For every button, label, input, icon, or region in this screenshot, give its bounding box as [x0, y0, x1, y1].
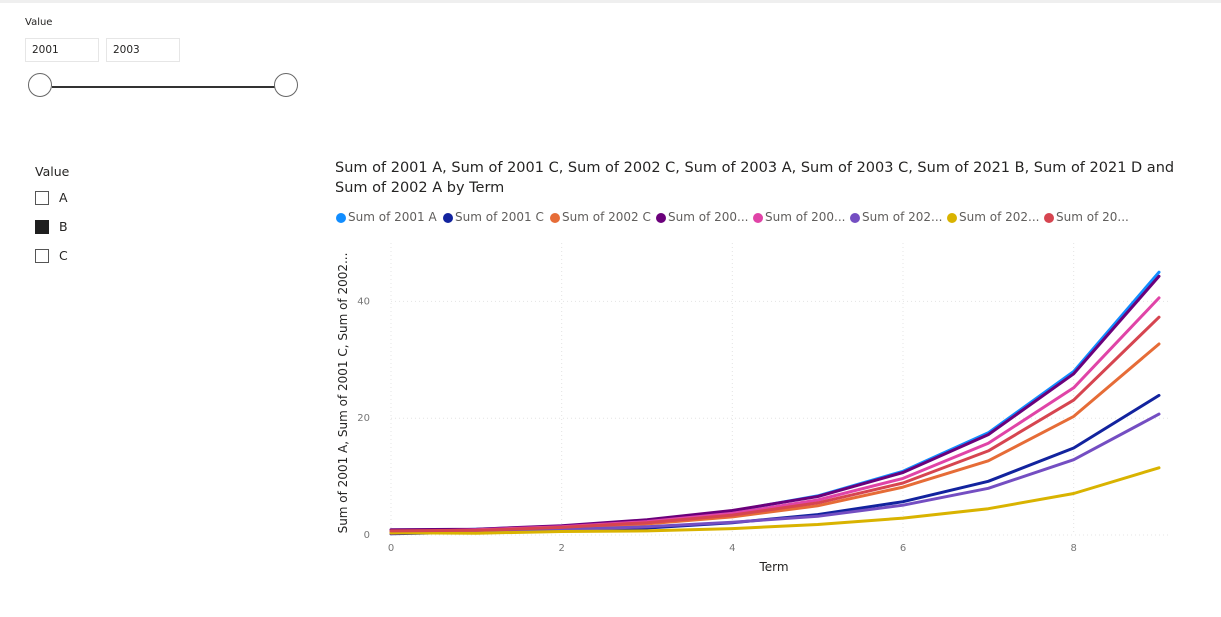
legend-label: Sum of 2002 C — [562, 210, 651, 224]
range-slider-end-handle[interactable] — [274, 73, 298, 97]
slicer-item-label: B — [59, 219, 68, 234]
top-border — [0, 0, 1221, 3]
legend-label: Sum of 20... — [1056, 210, 1129, 224]
legend-marker — [336, 213, 346, 223]
checkbox-a[interactable] — [35, 191, 49, 205]
list-slicer-title: Value — [35, 164, 70, 179]
legend-label: Sum of 200... — [765, 210, 846, 224]
series-line-sum-of-2021-d[interactable] — [389, 466, 1161, 535]
legend-marker — [753, 213, 763, 223]
x-tick-label: 8 — [1070, 543, 1076, 554]
series-line-sum-of-2001-a[interactable] — [389, 270, 1161, 533]
range-slider-track[interactable] — [52, 86, 276, 88]
legend-label: Sum of 202... — [862, 210, 943, 224]
legend-marker — [550, 213, 560, 223]
series-line-sum-of-2021-b[interactable] — [389, 412, 1161, 535]
legend-marker — [443, 213, 453, 223]
checkbox-c[interactable] — [35, 249, 49, 263]
slicer-item-label: A — [59, 190, 68, 205]
x-tick-label: 0 — [388, 543, 394, 554]
series-line-sum-of-2003-c[interactable] — [389, 296, 1161, 534]
x-tick-label: 4 — [729, 543, 735, 554]
legend-label: Sum of 2001 A — [348, 210, 437, 224]
range-from-input[interactable]: 2001 — [25, 38, 99, 62]
x-axis-title: Term — [758, 560, 788, 574]
series-lines — [389, 270, 1161, 536]
legend-marker — [656, 213, 666, 223]
range-slicer-title: Value — [25, 17, 53, 28]
gridlines — [390, 243, 1168, 536]
series-line-sum-of-2002-a[interactable] — [389, 315, 1161, 533]
series-line-sum-of-2003-a[interactable] — [389, 274, 1161, 532]
legend-marker — [947, 213, 957, 223]
y-tick-label: 40 — [357, 296, 370, 307]
x-tick-label: 2 — [558, 543, 564, 554]
x-tick-label: 6 — [900, 543, 906, 554]
legend-marker — [1044, 213, 1054, 223]
checkbox-b[interactable] — [35, 220, 49, 234]
legend-label: Sum of 200... — [668, 210, 749, 224]
x-axis-ticks: 0 2 4 6 8 — [388, 543, 1077, 554]
y-axis-ticks: 0 20 40 — [357, 296, 370, 541]
legend-marker — [850, 213, 860, 223]
range-slider-start-handle[interactable] — [28, 73, 52, 97]
y-tick-label: 0 — [364, 530, 370, 541]
legend-label: Sum of 2001 C — [455, 210, 544, 224]
slicer-item-label: C — [59, 248, 68, 263]
legend-label: Sum of 202... — [959, 210, 1040, 224]
chart-title: Sum of 2001 A, Sum of 2001 C, Sum of 200… — [335, 160, 1175, 196]
y-axis-title: Sum of 2001 A, Sum of 2001 C, Sum of 200… — [336, 253, 350, 534]
range-to-input[interactable]: 2003 — [106, 38, 180, 62]
y-tick-label: 20 — [357, 413, 370, 424]
